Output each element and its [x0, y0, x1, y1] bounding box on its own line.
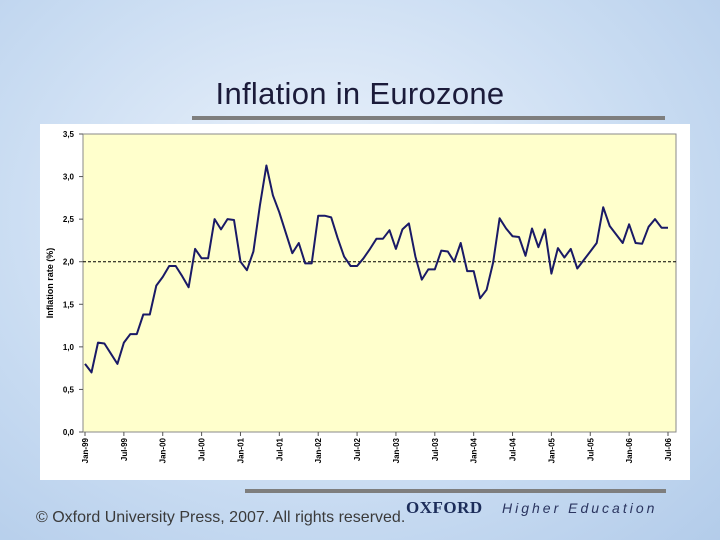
x-tick-label: Jan-01 — [236, 437, 245, 463]
title-divider — [192, 116, 665, 120]
y-tick-label: 2,0 — [63, 258, 75, 267]
y-axis-label: Inflation rate (%) — [45, 248, 55, 319]
x-tick-label: Jul-01 — [275, 437, 284, 461]
x-tick-label: Jan-00 — [159, 437, 168, 463]
x-tick-label: Jul-00 — [198, 437, 207, 461]
plot-area — [82, 133, 677, 433]
x-tick-label: Jan-06 — [625, 437, 634, 463]
y-tick-label: 2,5 — [63, 215, 75, 224]
inflation-series-line — [84, 164, 668, 374]
y-tick-label: 1,0 — [63, 343, 75, 352]
publisher-logo: OXFORD — [406, 498, 483, 517]
y-tick-label: 3,5 — [63, 130, 75, 139]
footer-divider — [245, 489, 666, 493]
x-tick-label: Jul-02 — [353, 437, 362, 461]
publisher-tagline: Higher Education — [502, 500, 658, 516]
y-tick-label: 1,5 — [63, 300, 75, 309]
y-tick-label: 3,0 — [63, 173, 75, 182]
x-tick-label: Jul-04 — [509, 437, 518, 461]
inflation-line-chart: 0,0 0,5 1,0 1,5 2,0 2,5 3,0 3,5 Jan-99 Jul-99 Jan… — [45, 130, 677, 463]
y-tick-label: 0,5 — [63, 385, 75, 394]
x-tick-label: Jul-06 — [664, 437, 673, 461]
x-tick-label: Jan-05 — [547, 437, 556, 463]
chart-panel: 0,0 0,5 1,0 1,5 2,0 2,5 3,0 3,5 Jan-99 Jul-99 Jan… — [40, 124, 690, 480]
x-tick-label: Jul-99 — [120, 437, 129, 461]
copyright-notice: © Oxford University Press, 2007. All rig… — [36, 509, 406, 526]
y-tick-label: 0,0 — [63, 428, 75, 437]
slide-title: Inflation in Eurozone — [215, 76, 505, 111]
x-tick-label: Jul-05 — [586, 437, 595, 461]
x-tick-label: Jan-99 — [81, 437, 90, 463]
x-tick-label: Jan-03 — [392, 437, 401, 463]
x-tick-label: Jul-03 — [431, 437, 440, 461]
x-tick-label: Jan-04 — [470, 437, 479, 463]
x-tick-label: Jan-02 — [314, 437, 323, 463]
